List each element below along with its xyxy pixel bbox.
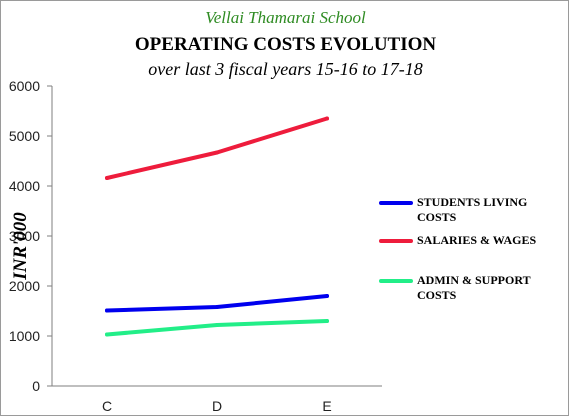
data-point-0-0 (105, 308, 109, 313)
series-line-1 (105, 116, 329, 180)
chart-subtitle: over last 3 fiscal years 15-16 to 17-18 (148, 59, 423, 79)
y-tick-label: 0 (32, 378, 40, 394)
x-tick-label: E (322, 398, 331, 414)
data-point-2-1 (215, 323, 219, 327)
data-point-1-0 (105, 176, 109, 180)
data-point-0-1 (215, 305, 219, 309)
y-tick-label: 5000 (9, 128, 40, 144)
school-name: Vellai Thamarai School (205, 8, 366, 27)
legend-label-0: STUDENTS LIVING (417, 195, 527, 209)
legend-label-0: COSTS (417, 210, 457, 224)
y-tick-label: 3000 (9, 228, 40, 244)
y-axis-label: INR'000 (10, 212, 31, 281)
y-tick-label: 1000 (9, 328, 40, 344)
y-tick-label: 6000 (9, 78, 40, 94)
chart-title: OPERATING COSTS EVOLUTION (134, 34, 437, 55)
data-point-1-2 (325, 116, 329, 121)
legend-label-1: SALARIES & WAGES (417, 233, 536, 247)
x-tick-label: D (212, 398, 222, 414)
data-point-0-2 (325, 294, 329, 298)
x-tick-label: C (102, 398, 112, 414)
y-tick-label: 4000 (9, 178, 40, 194)
legend-label-2: COSTS (417, 288, 457, 302)
y-tick-label: 2000 (9, 278, 40, 294)
data-point-2-2 (325, 319, 329, 323)
legend-label-2: ADMIN & SUPPORT (417, 273, 531, 287)
data-point-1-1 (215, 150, 219, 155)
data-point-2-0 (105, 332, 109, 337)
